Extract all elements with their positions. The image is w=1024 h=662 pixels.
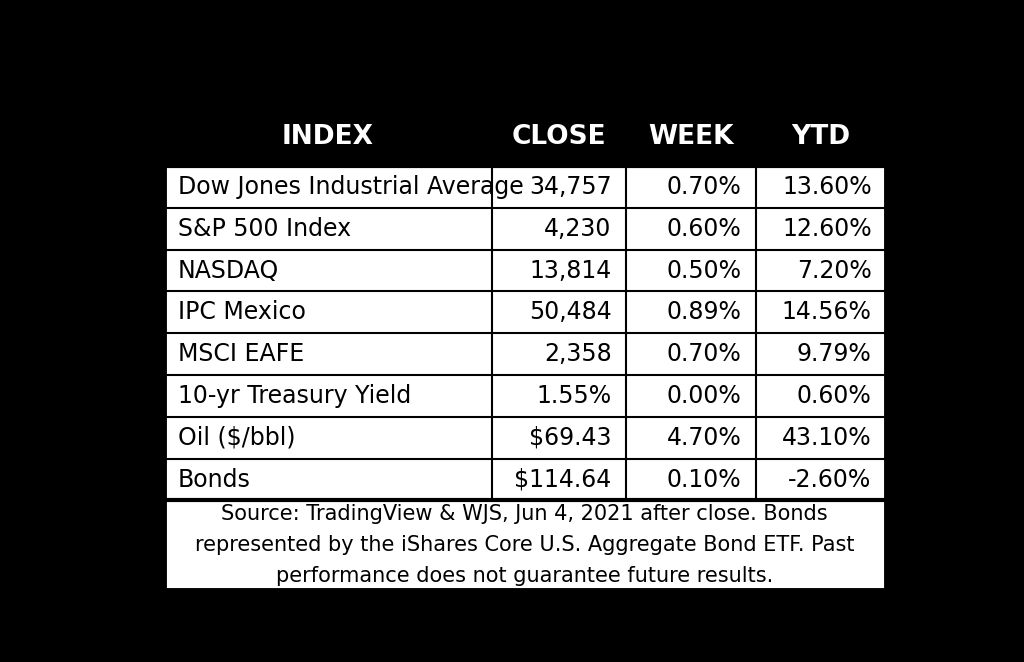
Text: 0.70%: 0.70% [667,175,741,199]
Text: S&P 500 Index: S&P 500 Index [178,216,351,241]
Text: 0.89%: 0.89% [667,301,741,324]
Text: NASDAQ: NASDAQ [178,259,280,283]
Text: 0.60%: 0.60% [797,384,871,408]
Text: WEEK: WEEK [648,124,733,150]
Text: 34,757: 34,757 [529,175,611,199]
Text: 43.10%: 43.10% [782,426,871,449]
Text: 0.70%: 0.70% [667,342,741,366]
Text: INDEX: INDEX [282,124,374,150]
Text: $114.64: $114.64 [514,467,611,492]
Text: 1.55%: 1.55% [537,384,611,408]
Text: 9.79%: 9.79% [797,342,871,366]
Text: 0.60%: 0.60% [667,216,741,241]
Text: Source: TradingView & WJS, Jun 4, 2021 after close. Bonds
represented by the iSh: Source: TradingView & WJS, Jun 4, 2021 a… [195,504,855,587]
Text: -2.60%: -2.60% [788,467,871,492]
Text: 10-yr Treasury Yield: 10-yr Treasury Yield [178,384,412,408]
Text: CLOSE: CLOSE [512,124,606,150]
Text: Dow Jones Industrial Average: Dow Jones Industrial Average [178,175,523,199]
Text: 13,814: 13,814 [529,259,611,283]
Text: IPC Mexico: IPC Mexico [178,301,306,324]
Text: 7.20%: 7.20% [797,259,871,283]
Text: 0.00%: 0.00% [667,384,741,408]
Text: 2,358: 2,358 [544,342,611,366]
Bar [164,107,886,166]
Text: Bonds: Bonds [178,467,251,492]
Text: 4,230: 4,230 [544,216,611,241]
Text: 14.56%: 14.56% [781,301,871,324]
Text: 13.60%: 13.60% [782,175,871,199]
Text: 0.10%: 0.10% [667,467,741,492]
Text: 50,484: 50,484 [528,301,611,324]
Text: 12.60%: 12.60% [782,216,871,241]
Text: 0.50%: 0.50% [667,259,741,283]
Text: 4.70%: 4.70% [667,426,741,449]
Text: YTD: YTD [792,124,851,150]
Text: $69.43: $69.43 [529,426,611,449]
Text: Oil ($/bbl): Oil ($/bbl) [178,426,296,449]
Text: MSCI EAFE: MSCI EAFE [178,342,304,366]
Bar [164,500,886,590]
